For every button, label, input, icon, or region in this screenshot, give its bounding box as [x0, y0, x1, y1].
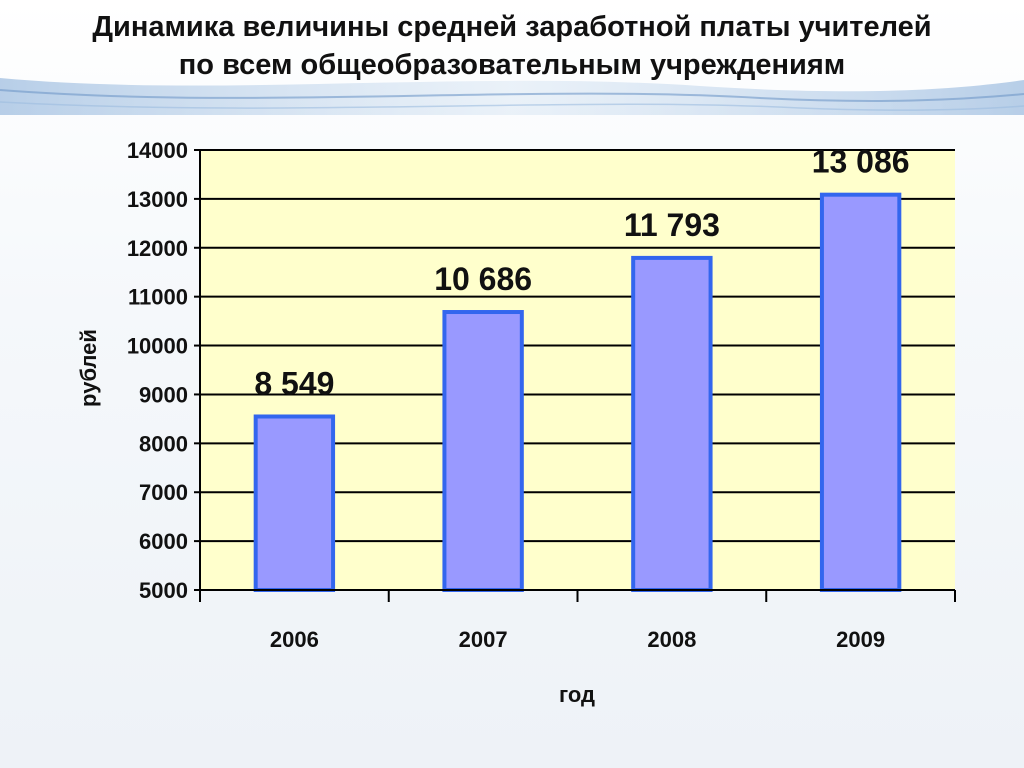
data-labels: 8 549 10 686 11 793 13 086 [254, 144, 909, 402]
title-band: Динамика величины средней заработной пла… [0, 0, 1024, 115]
y-axis-ticks: 5000 6000 7000 8000 9000 10000 11000 12000 13000… [127, 138, 201, 603]
x-axis: 2006 2007 2008 2009 [199, 589, 956, 652]
x-tick-label-2006: 2006 [270, 627, 319, 652]
x-tick-label-2009: 2009 [836, 627, 885, 652]
y-tick-label: 11000 [128, 285, 188, 310]
chart-title: Динамика величины средней заработной пла… [0, 8, 1024, 84]
y-tick-label: 9000 [139, 382, 188, 407]
data-label-2008: 11 793 [624, 207, 720, 243]
bar-2009 [819, 192, 902, 592]
x-axis-title: год [559, 682, 595, 707]
x-tick-label-2008: 2008 [647, 627, 696, 652]
data-label-2007: 10 686 [434, 261, 532, 297]
y-tick-label: 12000 [127, 236, 188, 261]
y-tick-label: 8000 [139, 431, 188, 456]
title-line-2: по всем общеобразовательным учреждениям [178, 49, 846, 81]
x-tick-label-2007: 2007 [459, 627, 508, 652]
title-band-decoration [0, 78, 1024, 115]
bar-2008 [631, 255, 713, 592]
y-tick-label: 14000 [127, 138, 188, 163]
y-tick-label: 10000 [127, 334, 188, 359]
data-label-2009: 13 086 [812, 144, 910, 180]
y-tick-label: 13000 [127, 187, 188, 212]
bar-2007 [442, 310, 524, 592]
title-line-1: Динамика величины средней заработной пла… [92, 11, 932, 43]
data-label-2006: 8 549 [254, 365, 334, 401]
y-tick-label: 5000 [139, 578, 188, 603]
y-tick-label: 7000 [139, 480, 188, 505]
bar-2006 [253, 414, 336, 593]
y-axis-title: рублей [76, 329, 101, 407]
y-tick-label: 6000 [139, 529, 188, 554]
